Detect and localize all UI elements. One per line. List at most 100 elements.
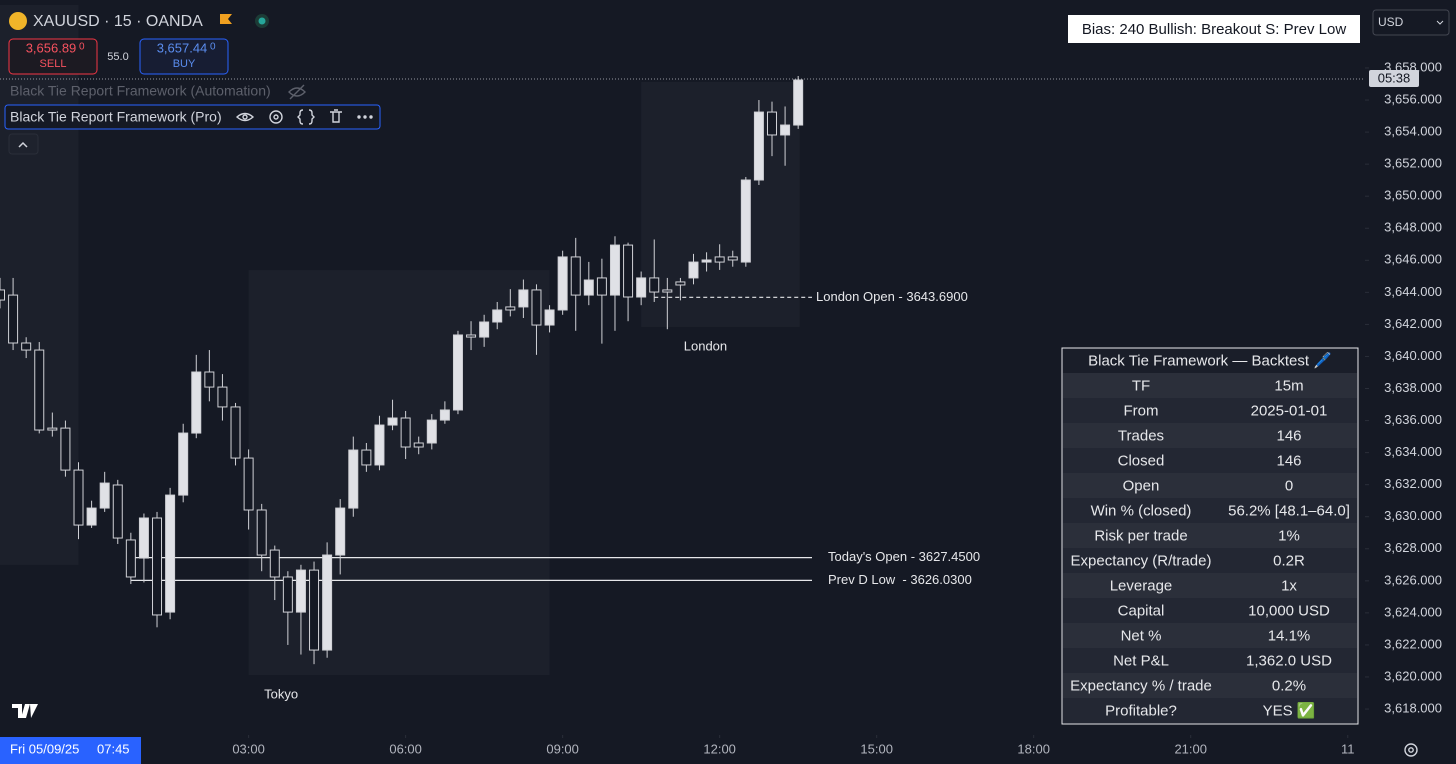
y-tick-label: 3,652.000 xyxy=(1384,156,1442,171)
table-key: Expectancy (R/trade) xyxy=(1071,552,1212,569)
y-tick-label: 3,642.000 xyxy=(1384,316,1442,331)
indicator-icons[interactable] xyxy=(235,109,342,125)
cursor-label xyxy=(0,737,141,764)
level-label: Prev D Low - 3626.0300 xyxy=(828,572,972,587)
session-label: Tokyo xyxy=(264,686,298,701)
candle-body xyxy=(688,261,699,279)
table-key: Leverage xyxy=(1110,577,1173,594)
y-tick-label: 3,654.000 xyxy=(1384,124,1442,139)
table-key: Win % (closed) xyxy=(1091,502,1192,519)
candle-body xyxy=(766,111,777,136)
candle-body xyxy=(596,277,607,296)
y-tick-label: 3,620.000 xyxy=(1384,668,1442,683)
candle-body xyxy=(426,419,437,444)
table-key: Open xyxy=(1123,477,1160,494)
tv-logo xyxy=(12,704,38,718)
candle-body xyxy=(138,517,149,559)
candle-body xyxy=(322,554,333,651)
plot-area: Tokyo London London Open - 3643.6900 Today'… xyxy=(0,5,1365,701)
table-row xyxy=(1063,598,1357,623)
y-tick-label: 3,618.000 xyxy=(1384,700,1442,715)
flag xyxy=(220,14,232,24)
table-row xyxy=(1063,523,1357,548)
candle-body xyxy=(204,371,215,388)
table-key: Closed xyxy=(1118,452,1165,469)
table-title: Black Tie Framework — Backtest 🖊️ xyxy=(1088,351,1332,369)
session-box xyxy=(248,270,550,676)
table-key: Expectancy % / trade xyxy=(1070,677,1212,694)
countdown: 05:38 xyxy=(1378,70,1411,85)
candle-body xyxy=(73,469,84,526)
x-tick-label: 09:00 xyxy=(546,741,579,756)
table-value: 1% xyxy=(1278,527,1300,544)
candle-body xyxy=(361,449,372,466)
settings-icon[interactable] xyxy=(1404,743,1418,757)
table-row xyxy=(1063,623,1357,648)
indicator-selected[interactable] xyxy=(4,104,381,130)
candle-body xyxy=(309,569,320,651)
candle-body xyxy=(583,279,594,296)
symbol-logo xyxy=(9,12,27,30)
sell-button[interactable] xyxy=(8,38,98,75)
x-tick-label: 18:00 xyxy=(1017,741,1050,756)
y-tick-label: 3,632.000 xyxy=(1384,476,1442,491)
candle-body xyxy=(217,386,228,408)
candle-body xyxy=(243,457,254,511)
table-row xyxy=(1063,423,1357,448)
candle-body xyxy=(295,569,306,613)
table-key: TF xyxy=(1132,377,1150,394)
candle-body xyxy=(99,482,110,509)
collapse-icon xyxy=(18,141,28,148)
y-tick-label: 3,638.000 xyxy=(1384,380,1442,395)
y-tick-label: 3,648.000 xyxy=(1384,220,1442,235)
table-value: 0 xyxy=(1285,477,1293,494)
candle-body xyxy=(8,294,19,344)
table-value: YES ✅ xyxy=(1263,701,1316,719)
table-value: 56.2% [48.1–64.0] xyxy=(1228,502,1350,519)
candle-body xyxy=(348,449,359,509)
table-row xyxy=(1063,698,1357,723)
hidden-icon[interactable] xyxy=(288,84,306,100)
buy-price: 3,657.44 xyxy=(157,40,208,55)
candle-body xyxy=(740,179,751,263)
candle-body xyxy=(191,371,202,434)
cursor-time: 07:45 xyxy=(97,741,130,756)
y-tick-label: 3,634.000 xyxy=(1384,444,1442,459)
table-value: 10,000 USD xyxy=(1248,602,1330,619)
y-tick-label: 3,640.000 xyxy=(1384,348,1442,363)
candle-body xyxy=(21,342,32,351)
spread: 55.0 xyxy=(107,51,128,63)
y-tick-label: 3,646.000 xyxy=(1384,252,1442,267)
indicator-name[interactable]: Black Tie Report Framework (Automation) xyxy=(10,83,271,99)
x-tick-label: 12:00 xyxy=(703,741,736,756)
candle-body xyxy=(335,507,346,556)
table-value: 1x xyxy=(1281,577,1297,594)
table-key: Net P&L xyxy=(1113,652,1169,669)
more-icon[interactable] xyxy=(357,115,373,119)
candle-body xyxy=(701,259,712,263)
backtest-table: Black Tie Framework — Backtest 🖊️ TF 15m Fr… xyxy=(1061,347,1359,725)
table-row xyxy=(1063,548,1357,573)
table-key: Risk per trade xyxy=(1094,527,1187,544)
candle-body xyxy=(0,289,5,301)
table-key: Net % xyxy=(1121,627,1162,644)
candle-body xyxy=(112,484,123,539)
candle-body xyxy=(609,244,620,296)
candle-body xyxy=(649,277,660,293)
buy-button[interactable] xyxy=(139,38,229,75)
candle-body xyxy=(557,256,568,311)
bias-box xyxy=(1068,15,1360,43)
table-key: Capital xyxy=(1118,602,1165,619)
table-value: 14.1% xyxy=(1268,627,1311,644)
table-value: 0.2% xyxy=(1272,677,1306,694)
y-tick-label: 3,624.000 xyxy=(1384,604,1442,619)
indicator-name: Black Tie Report Framework (Pro) xyxy=(10,109,222,125)
candle-body xyxy=(623,244,634,298)
candle-body xyxy=(165,494,176,613)
candle-body xyxy=(256,509,267,556)
buy-price-tail: 0 xyxy=(210,42,216,53)
candle-body xyxy=(518,289,529,308)
session-label: London xyxy=(684,338,727,353)
currency-select[interactable] xyxy=(1372,9,1450,36)
y-tick-label: 3,630.000 xyxy=(1384,508,1442,523)
